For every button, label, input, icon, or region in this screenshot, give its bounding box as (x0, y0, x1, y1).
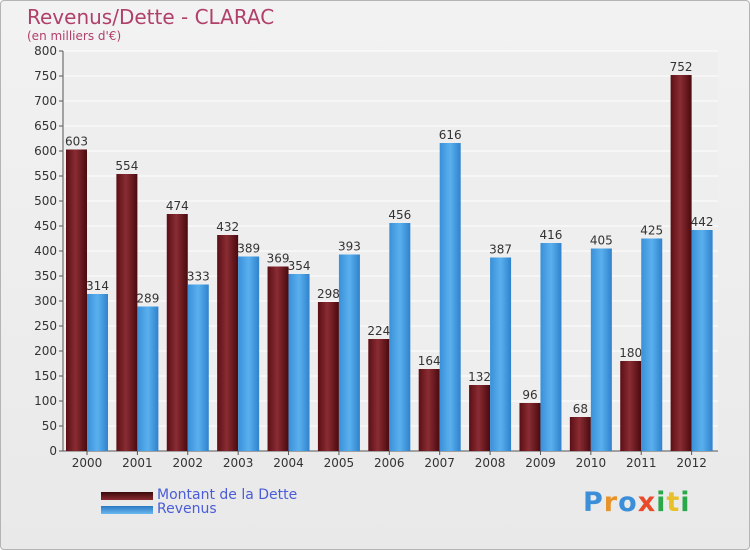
data-label-revenus-2005: 393 (338, 240, 361, 254)
bar-revenus-2009 (540, 243, 562, 451)
legend-label-revenus: Revenus (157, 501, 217, 517)
bar-dette-2006 (368, 339, 390, 451)
y-tick-label: 700 (34, 94, 57, 108)
bar-dette-2000 (66, 149, 87, 451)
y-tick-label: 500 (34, 194, 57, 208)
bar-revenus-2007 (439, 143, 461, 451)
x-tick-label: 2003 (223, 456, 254, 470)
data-label-dette-2006: 224 (367, 324, 390, 338)
y-tick-label: 250 (34, 319, 57, 333)
bar-dette-2009 (519, 403, 541, 451)
x-tick-label: 2001 (122, 456, 153, 470)
chart-title: Revenus/Dette - CLARAC (27, 5, 275, 29)
bar-dette-2012 (670, 75, 692, 451)
bar-dette-2003 (217, 235, 239, 451)
bar-dette-2011 (620, 361, 642, 451)
bar-revenus-2003 (238, 256, 260, 451)
data-label-dette-2002: 474 (166, 199, 189, 213)
y-tick-label: 650 (34, 119, 57, 133)
logo-letter: t (666, 487, 681, 518)
data-label-revenus-2011: 425 (640, 224, 663, 238)
y-tick-label: 350 (34, 269, 57, 283)
y-tick-label: 800 (34, 44, 57, 58)
data-label-revenus-2010: 405 (590, 234, 613, 248)
legend-swatch-revenus (101, 506, 153, 514)
legend-label-dette: Montant de la Dette (157, 487, 298, 503)
data-label-revenus-2006: 456 (388, 208, 411, 222)
data-label-revenus-2004: 354 (288, 259, 311, 273)
y-tick-label: 450 (34, 219, 57, 233)
bar-revenus-2006 (389, 223, 411, 451)
data-label-revenus-2001: 289 (136, 292, 159, 306)
bar-revenus-2008 (490, 257, 512, 451)
data-label-dette-2012: 752 (670, 60, 693, 74)
legend-swatch-dette (101, 492, 153, 500)
logo-letter: x (637, 487, 657, 518)
x-tick-label: 2012 (676, 456, 707, 470)
y-tick-label: 100 (34, 394, 57, 408)
data-label-revenus-2009: 416 (540, 228, 563, 242)
chart-unit-label: (en milliers d'€) (27, 29, 122, 43)
data-label-dette-2003: 432 (216, 220, 239, 234)
y-tick-label: 550 (34, 169, 57, 183)
data-label-revenus-2012: 442 (691, 215, 714, 229)
data-label-dette-2004: 369 (267, 252, 290, 266)
data-label-dette-2005: 298 (317, 287, 340, 301)
data-label-dette-2007: 164 (418, 354, 441, 368)
x-tick-label: 2010 (576, 456, 607, 470)
bar-dette-2005 (317, 302, 339, 451)
bar-revenus-2005 (338, 254, 360, 451)
bar-dette-2001 (116, 174, 138, 451)
bar-revenus-2000 (87, 294, 108, 451)
data-label-dette-2009: 96 (522, 388, 537, 402)
y-tick-label: 300 (34, 294, 57, 308)
data-label-revenus-2007: 616 (439, 128, 462, 142)
data-label-revenus-2002: 333 (187, 270, 210, 284)
logo-letter: r (603, 487, 619, 518)
bar-revenus-2011 (641, 238, 663, 451)
bar-dette-2002 (166, 214, 188, 451)
x-tick-label: 2011 (626, 456, 657, 470)
y-tick-label: 50 (42, 419, 57, 433)
logo-letter: o (618, 487, 638, 518)
y-tick-label: 400 (34, 244, 57, 258)
x-tick-label: 2000 (72, 456, 103, 470)
logo-letter: P (583, 487, 604, 518)
data-label-revenus-2008: 387 (489, 243, 512, 257)
x-tick-label: 2002 (172, 456, 203, 470)
bar-dette-2010 (569, 417, 591, 451)
data-label-dette-2001: 554 (115, 159, 138, 173)
data-label-dette-2010: 68 (573, 402, 588, 416)
x-tick-label: 2007 (424, 456, 455, 470)
bar-revenus-2002 (187, 284, 209, 451)
logo-letter: i (680, 487, 691, 518)
x-tick-label: 2005 (324, 456, 355, 470)
x-tick-label: 2006 (374, 456, 405, 470)
y-tick-label: 200 (34, 344, 57, 358)
data-label-revenus-2000: 314 (86, 279, 109, 293)
bar-revenus-2012 (691, 230, 713, 451)
bar-revenus-2010 (590, 248, 612, 451)
y-tick-label: 0 (49, 444, 57, 458)
data-label-revenus-2003: 389 (237, 242, 260, 256)
data-label-dette-2011: 180 (619, 346, 642, 360)
data-label-dette-2000: 603 (65, 135, 88, 149)
x-tick-label: 2004 (273, 456, 304, 470)
x-tick-label: 2009 (525, 456, 556, 470)
bar-dette-2008 (469, 385, 491, 451)
bar-revenus-2001 (137, 306, 159, 451)
y-tick-label: 750 (34, 69, 57, 83)
bar-revenus-2004 (288, 274, 310, 451)
logo-letter: i (656, 487, 667, 518)
y-tick-label: 600 (34, 144, 57, 158)
y-tick-label: 150 (34, 369, 57, 383)
bar-dette-2004 (267, 266, 289, 451)
bar-dette-2007 (418, 369, 440, 451)
x-tick-label: 2008 (475, 456, 506, 470)
proxiti-logo: Proxiti (583, 487, 691, 518)
data-label-dette-2008: 132 (468, 370, 491, 384)
